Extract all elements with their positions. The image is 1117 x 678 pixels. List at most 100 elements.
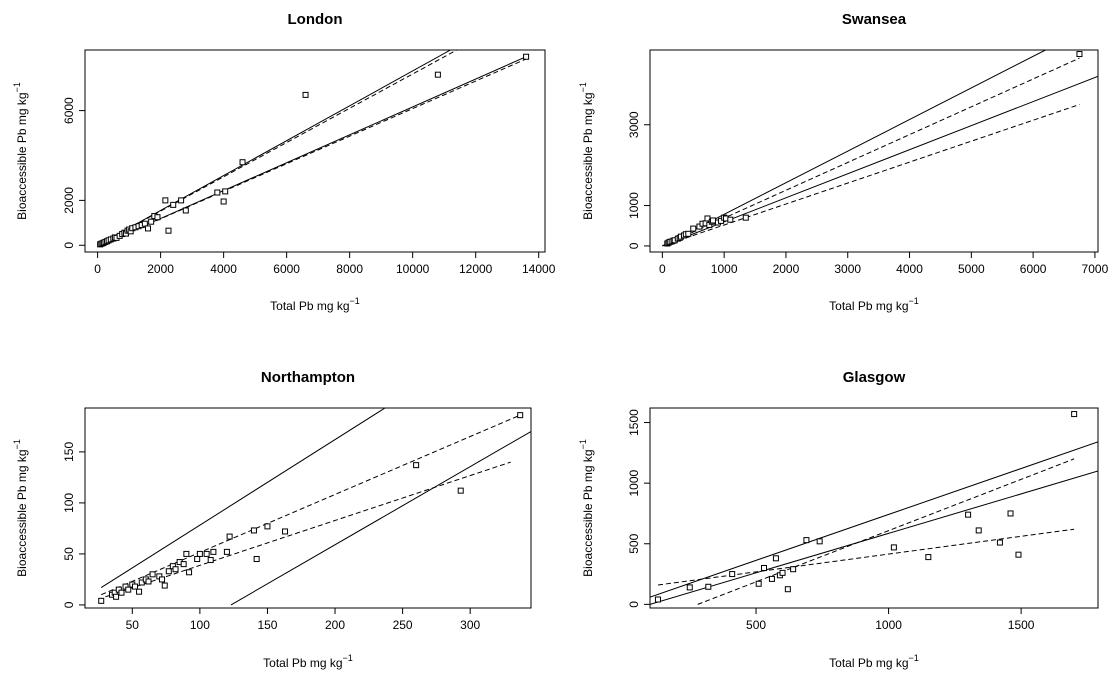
data-point [194, 556, 201, 563]
x-tick-label: 4000 [896, 262, 923, 276]
data-point [965, 511, 972, 518]
data-point [136, 588, 143, 595]
data-point [165, 568, 172, 575]
x-axis-label-superscript: −1 [909, 296, 919, 306]
y-tick-label: 1000 [627, 469, 641, 496]
data-point [710, 217, 717, 224]
solid-fit-line [230, 431, 531, 606]
x-tick-label: 1000 [711, 262, 738, 276]
y-axis-label-superscript: −1 [12, 82, 22, 92]
x-tick-label: 3000 [834, 262, 861, 276]
data-point [434, 71, 441, 78]
x-tick-label: 0 [659, 262, 666, 276]
dashed-fit-line [697, 458, 1075, 605]
plot-frame [649, 407, 1099, 609]
solid-fit-line [97, 56, 527, 247]
data-point [159, 576, 166, 583]
data-point [223, 548, 230, 555]
data-point [1007, 510, 1014, 517]
panel-title: London [288, 11, 343, 28]
y-axis-label: Bioaccessible Pb mg kg−1 [12, 82, 29, 220]
data-point [760, 565, 767, 571]
x-axis-label-superscript: −1 [343, 653, 353, 663]
data-point [803, 537, 810, 544]
y-tick-label: 2000 [62, 187, 76, 214]
x-tick-label: 100 [190, 618, 210, 632]
y-tick-label: 500 [627, 533, 641, 553]
dashed-fit-line [657, 528, 1075, 586]
data-point [180, 561, 187, 568]
data-point [755, 580, 762, 587]
solid-fit-line [650, 441, 1098, 598]
y-axis-label: Bioaccessible Pb mg kg−1 [578, 82, 595, 220]
data-point [239, 159, 246, 166]
x-axis-label-superscript: −1 [350, 296, 360, 306]
data-point [1076, 51, 1083, 58]
data-point [1071, 411, 1078, 418]
x-axis-label: Total Pb mg kg−1 [829, 296, 919, 313]
y-tick-label: 0 [62, 601, 76, 608]
data-point [145, 225, 152, 232]
data-point [118, 589, 125, 596]
data-point [196, 550, 203, 557]
x-tick-label: 200 [325, 618, 345, 632]
panel-london: London Total Pb mg kg−1 Bioaccessible Pb… [12, 11, 556, 313]
data-point [768, 575, 775, 582]
plot-frame [84, 407, 532, 609]
panel-northampton: Northampton Total Pb mg kg−1 Bioaccessib… [12, 369, 532, 670]
dashed-fit-line [101, 414, 521, 596]
data-point [207, 557, 214, 564]
dashed-fit-line [97, 50, 458, 246]
data-point [784, 586, 791, 593]
y-tick-label: 0 [62, 242, 76, 249]
data-point [113, 593, 120, 600]
x-tick-label: 10000 [396, 262, 430, 276]
x-tick-label: 5000 [958, 262, 985, 276]
data-point [203, 550, 210, 557]
x-tick-label: 8000 [336, 262, 363, 276]
data-point [183, 550, 190, 557]
data-point [220, 198, 227, 205]
x-tick-label: 0 [94, 262, 101, 276]
data-point [250, 527, 257, 534]
y-axis-label-superscript: −1 [578, 82, 588, 92]
x-tick-label: 1500 [1008, 618, 1035, 632]
x-tick-label: 2000 [147, 262, 174, 276]
data-point [210, 548, 217, 555]
solid-fit-line [97, 50, 451, 246]
x-tick-label: 1000 [875, 618, 902, 632]
data-point [975, 527, 982, 534]
panel-glasgow: Glasgow Total Pb mg kg−1 Bioaccessible P… [578, 369, 1099, 670]
x-axis-label-superscript: −1 [909, 653, 919, 663]
solid-fit-line [662, 50, 1046, 247]
data-point [302, 91, 309, 98]
data-point [125, 586, 132, 593]
data-point [457, 487, 464, 494]
dashed-fit-line [662, 57, 1080, 247]
data-point [141, 220, 148, 227]
y-tick-label: 6000 [62, 97, 76, 124]
x-tick-label: 7000 [1082, 262, 1109, 276]
x-tick-label: 14000 [522, 262, 556, 276]
data-point [154, 214, 161, 221]
data-point [742, 214, 749, 221]
data-point [178, 197, 185, 204]
data-point [132, 583, 139, 590]
dashed-fit-line [662, 104, 1080, 247]
solid-fit-line [650, 470, 1098, 605]
x-tick-label: 4000 [210, 262, 237, 276]
x-tick-label: 12000 [459, 262, 493, 276]
data-point [149, 571, 156, 578]
data-point [523, 53, 530, 60]
data-point [222, 188, 229, 195]
x-axis-label: Total Pb mg kg−1 [270, 296, 360, 313]
x-tick-label: 2000 [773, 262, 800, 276]
data-point [890, 544, 897, 551]
data-point [182, 207, 189, 214]
data-point [282, 528, 289, 535]
y-axis-label: Bioaccessible Pb mg kg−1 [578, 439, 595, 577]
x-tick-label: 50 [126, 618, 140, 632]
data-point [226, 533, 233, 540]
y-tick-label: 0 [627, 601, 641, 608]
